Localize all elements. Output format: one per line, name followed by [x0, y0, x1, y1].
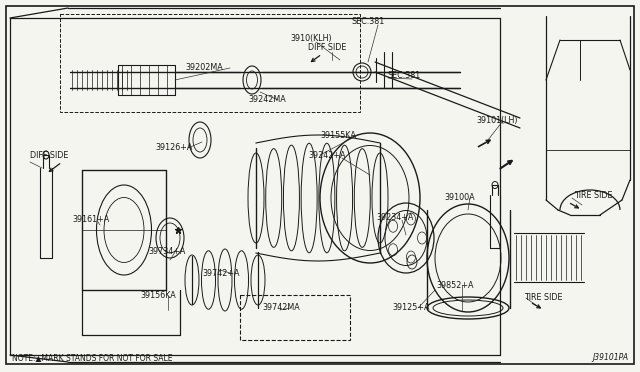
Text: 39125+A: 39125+A [392, 304, 429, 312]
Text: SEC.381: SEC.381 [352, 17, 385, 26]
Text: 39234+A: 39234+A [376, 214, 413, 222]
Bar [60, 14, 360, 112]
Text: TIRE SIDE: TIRE SIDE [524, 294, 563, 302]
Text: J39101PA: J39101PA [592, 353, 628, 362]
Text: SEC.381: SEC.381 [388, 71, 421, 80]
Text: 39742+A: 39742+A [202, 269, 239, 278]
Text: 39161+A: 39161+A [72, 215, 109, 224]
Text: 39155KA: 39155KA [320, 131, 356, 140]
Text: 39202MA: 39202MA [185, 64, 223, 73]
Text: TIRE SIDE: TIRE SIDE [574, 190, 612, 199]
Text: 39156KA: 39156KA [140, 292, 176, 301]
Text: 39101(LH): 39101(LH) [476, 115, 518, 125]
Text: DIFF SIDE: DIFF SIDE [308, 44, 346, 52]
Text: 39100A: 39100A [444, 193, 475, 202]
Text: 39242MA: 39242MA [248, 96, 285, 105]
Text: 39126+A: 39126+A [155, 144, 193, 153]
Text: DIFF SIDE: DIFF SIDE [30, 151, 68, 160]
Text: 39742MA: 39742MA [262, 304, 300, 312]
Text: 3910(KLH): 3910(KLH) [290, 33, 332, 42]
Bar [240, 295, 350, 340]
Text: 39734+A: 39734+A [148, 247, 186, 257]
Text: NOTE:▲MARK STANDS FOR NOT FOR SALE: NOTE:▲MARK STANDS FOR NOT FOR SALE [12, 353, 173, 362]
Text: 39852+A: 39852+A [436, 280, 474, 289]
Text: 39242+A: 39242+A [308, 151, 346, 160]
